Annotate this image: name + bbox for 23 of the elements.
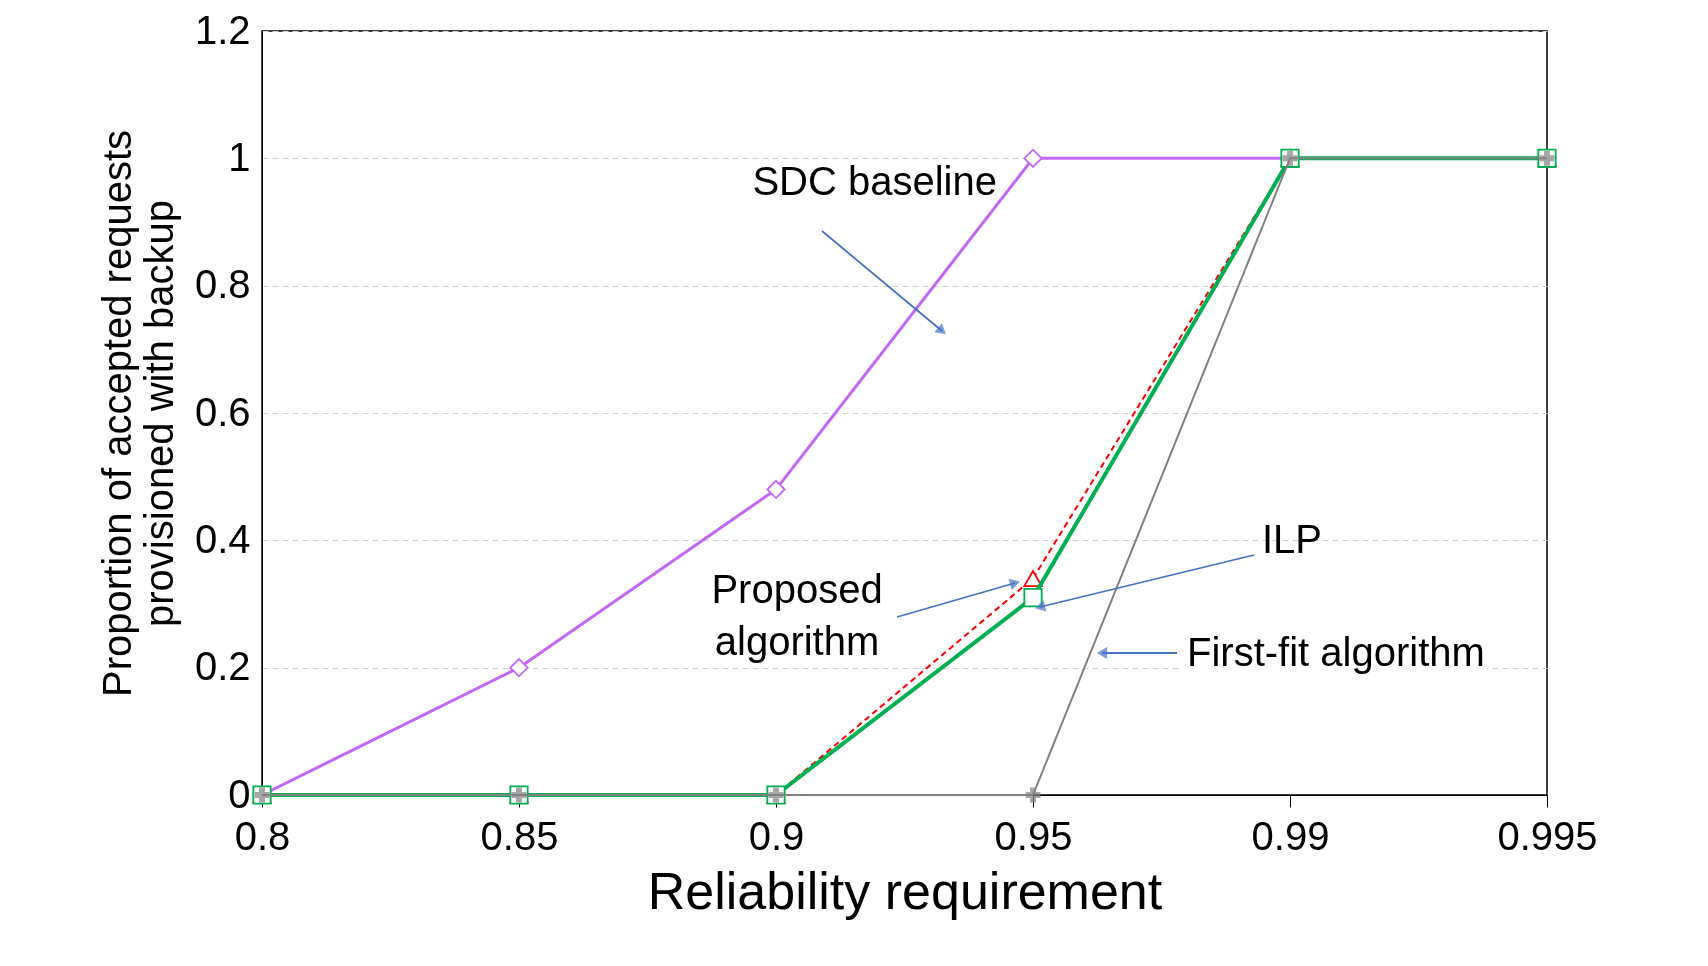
y-tick-label: 1 — [228, 134, 251, 179]
text: First-fit algorithm — [1187, 630, 1485, 674]
y-tick-label: 0.8 — [194, 262, 251, 307]
series-label: Proposed algorithm — [711, 567, 883, 663]
y-tick-label: 1.2 — [194, 7, 251, 52]
y-tick-label: 0 — [228, 771, 251, 816]
x-tick-label: 0.99 — [1251, 813, 1330, 858]
y-tick-label: 0.6 — [194, 389, 251, 434]
point — [509, 658, 529, 678]
point — [1025, 787, 1041, 803]
y-tick-label: 0.2 — [194, 644, 251, 689]
text: ILP — [1262, 517, 1323, 561]
y-tick-label: 0.4 — [194, 516, 251, 561]
point — [766, 479, 786, 499]
point — [1023, 588, 1043, 608]
x-tick-label: 0.85 — [480, 813, 559, 858]
x-tick-label: 0.995 — [1497, 813, 1598, 858]
x-tick-label: 0.9 — [748, 813, 805, 858]
point — [1023, 148, 1043, 168]
x-axis-title: Reliability requirement — [647, 861, 1163, 920]
y-axis-title: Proportion of accepted requests provisioned with backup — [94, 129, 181, 698]
x-tick-label: 0.95 — [994, 813, 1073, 858]
series-label: SDC baseline — [752, 159, 997, 203]
